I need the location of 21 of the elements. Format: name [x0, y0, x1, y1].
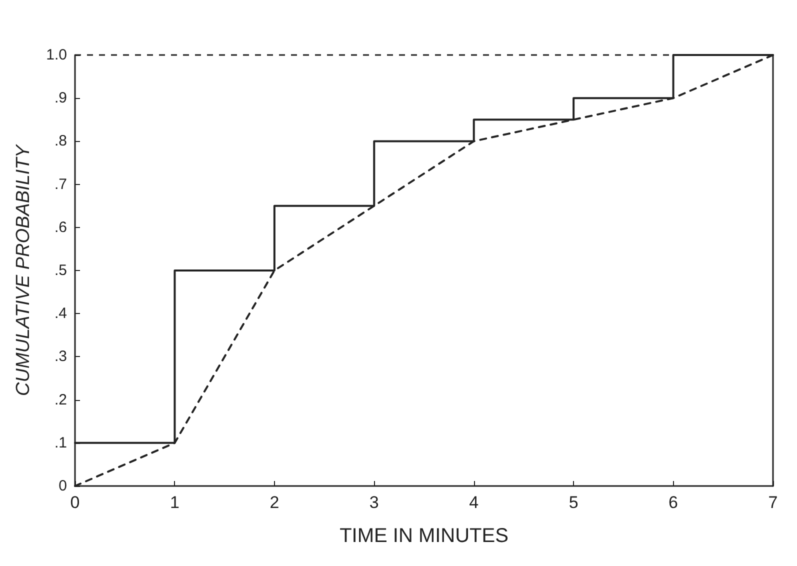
y-axis-title: CUMULATIVE PROBABILITY	[13, 144, 34, 396]
y-tick-label: .2	[54, 391, 67, 408]
x-tick-label: 1	[170, 493, 180, 512]
y-tick-label: .6	[54, 218, 67, 236]
y-tick-label: .9	[54, 90, 67, 107]
x-axis-title: TIME IN MINUTES	[340, 525, 508, 547]
x-tick-label: 3	[369, 493, 379, 512]
y-tick-label: .7	[54, 176, 67, 193]
y-tick-label: 1.0	[46, 46, 67, 64]
x-tick-label: 2	[270, 493, 280, 512]
x-tick-label: 4	[469, 493, 479, 512]
y-tick-label: .4	[54, 305, 67, 322]
x-tick-label: 5	[568, 493, 578, 512]
x-tick-label: 7	[768, 493, 778, 512]
y-tick-label: .5	[54, 262, 67, 279]
y-tick-label: 0	[58, 478, 67, 494]
y-tick-label: .8	[54, 132, 67, 150]
x-tick-label: 6	[668, 493, 678, 512]
y-tick-label: .3	[54, 348, 67, 366]
y-tick-label: .1	[54, 434, 67, 452]
x-tick-label: 0	[70, 493, 80, 512]
